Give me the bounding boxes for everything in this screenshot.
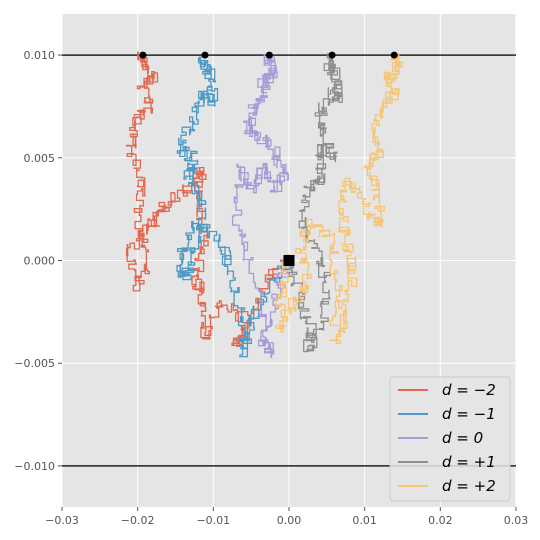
- legend-label: d = −2: [442, 381, 496, 399]
- y-tick-label: −0.010: [14, 460, 55, 473]
- series-line: [176, 55, 291, 358]
- legend-label: d = +2: [442, 477, 496, 495]
- x-tick-label: −0.01: [196, 514, 230, 527]
- end-point: [390, 51, 398, 59]
- x-tick-label: −0.03: [45, 514, 79, 527]
- x-tick-label: 0.00: [277, 514, 302, 527]
- series-line: [275, 53, 403, 344]
- start-point-marker: [283, 255, 295, 266]
- legend-box: [389, 376, 511, 502]
- y-tick-label: 0.000: [24, 255, 56, 268]
- y-tick-label: −0.005: [14, 357, 55, 370]
- legend: d = −2 d = −1 d = 0 d = +1 d = +2: [389, 376, 511, 502]
- y-tick-label: 0.010: [24, 49, 56, 62]
- y-tick-label: 0.005: [24, 152, 56, 165]
- series-line: [231, 53, 290, 358]
- series-line: [284, 53, 343, 353]
- end-point: [328, 51, 336, 59]
- series-line: [125, 51, 291, 347]
- legend-label: d = 0: [442, 429, 483, 447]
- end-point: [139, 51, 147, 59]
- series-layer: [125, 51, 403, 358]
- legend-label: d = −1: [442, 405, 496, 423]
- end-point: [265, 51, 273, 59]
- x-axis: −0.03 −0.02 −0.01 0.00 0.01 0.02 0.03: [45, 507, 528, 527]
- end-point: [201, 51, 209, 59]
- y-axis: −0.010 −0.005 0.000 0.005 0.010: [14, 49, 62, 473]
- end-markers: [139, 51, 398, 266]
- legend-label: d = +1: [442, 453, 496, 471]
- x-tick-label: 0.01: [352, 514, 377, 527]
- x-tick-label: 0.03: [504, 514, 529, 527]
- x-tick-label: −0.02: [121, 514, 155, 527]
- x-tick-label: 0.02: [428, 514, 453, 527]
